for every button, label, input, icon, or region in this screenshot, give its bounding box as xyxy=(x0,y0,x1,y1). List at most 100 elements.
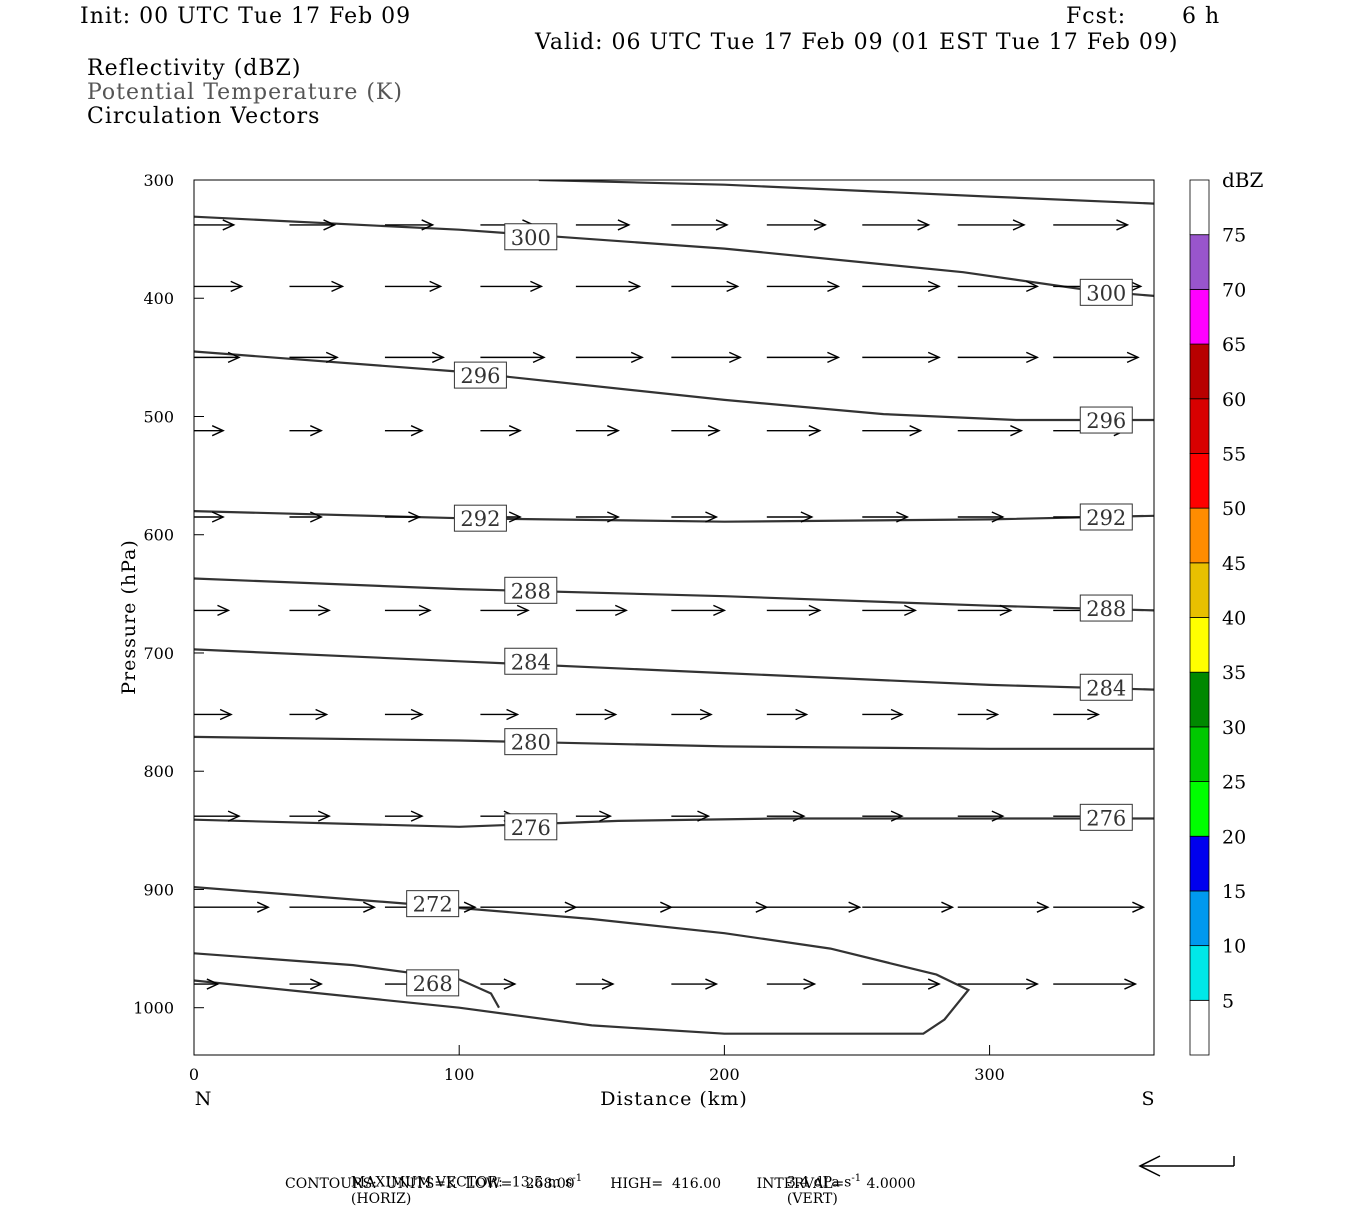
vector-arrow-4-7 xyxy=(862,511,910,523)
y-axis-title: Pressure (hPa) xyxy=(118,539,140,695)
colorbar-swatch-14 xyxy=(1189,234,1210,290)
vector-arrow-3-6 xyxy=(766,425,822,437)
vector-arrow-6-8 xyxy=(957,708,1000,721)
y-tick-label-500: 500 xyxy=(143,407,174,426)
contour-276-7 xyxy=(194,817,1154,828)
vector-arrow-5-1 xyxy=(289,604,331,617)
colorbar-level-70: 70 xyxy=(1222,279,1246,301)
colorbar-swatch-9 xyxy=(1189,507,1210,564)
vector-arrow-3-7 xyxy=(862,425,923,437)
vector-arrow-3-4 xyxy=(575,425,621,437)
x-tick-label-0: 0 xyxy=(189,1065,199,1084)
vector-arrow-9-8 xyxy=(957,978,1040,990)
colorbar-level-40: 40 xyxy=(1222,608,1246,630)
colorbar-swatch-3 xyxy=(1189,835,1210,892)
vector-arrow-0-1 xyxy=(289,219,337,231)
contour-label-box-13 xyxy=(406,890,460,918)
colorbar-level-45: 45 xyxy=(1222,553,1246,575)
y-tick-label-900: 900 xyxy=(143,880,174,899)
vector-arrow-5-2 xyxy=(384,604,432,617)
vector-arrow-7-5 xyxy=(671,810,711,822)
y-tick-label-800: 800 xyxy=(143,762,174,781)
vector-arrow-7-1 xyxy=(289,810,331,822)
vector-arrow-9-5 xyxy=(671,978,719,990)
vector-arrow-8-1 xyxy=(289,901,377,913)
contour-label-2: 296 xyxy=(460,364,500,388)
colorbar-level-65: 65 xyxy=(1222,334,1246,356)
max-vector-exponent: -1 xyxy=(572,1173,583,1184)
contour-272-8 xyxy=(194,886,971,1035)
y-tick-label-1000: 1000 xyxy=(133,999,174,1018)
vertical-vector-exponent: -1 xyxy=(851,1173,862,1184)
vector-arrow-2-1 xyxy=(289,351,339,364)
contour-label-1: 300 xyxy=(1086,281,1126,305)
colorbar-swatch-6 xyxy=(1189,671,1210,728)
vector-arrow-6-6 xyxy=(766,708,809,721)
reference-vector-icon xyxy=(1138,1155,1235,1177)
x-end-left-label: N xyxy=(195,1088,212,1110)
vertical-vector-tail: (VERT) xyxy=(786,1190,838,1207)
y-tick-label-400: 400 xyxy=(143,289,174,308)
y-tick-label-300: 300 xyxy=(143,171,174,190)
vector-arrow-1-3 xyxy=(480,280,544,293)
contour-label-box-7 xyxy=(1079,594,1133,622)
vector-layer xyxy=(194,219,1146,990)
y-tick-label-700: 700 xyxy=(143,644,174,663)
x-tick-label-100: 100 xyxy=(444,1065,475,1084)
colorbar-swatch-13 xyxy=(1189,288,1210,345)
contour-label-14: 268 xyxy=(413,972,453,996)
contour-label-box-5 xyxy=(1079,503,1133,531)
vector-arrow-3-0 xyxy=(194,425,225,437)
vertical-vector-value: 3.4 dPa s xyxy=(786,1174,852,1191)
contour-label-9: 284 xyxy=(1086,676,1126,700)
contour-layer xyxy=(194,180,1154,1035)
field-circulation-vectors: Circulation Vectors xyxy=(87,104,321,129)
x-axis-title: Distance (km) xyxy=(600,1088,748,1110)
vector-arrow-9-9 xyxy=(1053,978,1138,990)
vector-arrow-5-5 xyxy=(671,604,727,617)
colorbar-swatch-1 xyxy=(1189,945,1210,1001)
vector-arrow-2-6 xyxy=(766,351,841,364)
vector-arrow-3-1 xyxy=(289,425,323,437)
colorbar-swatch-10 xyxy=(1189,453,1210,509)
contour-296-2 xyxy=(194,350,1154,422)
vector-arrow-1-7 xyxy=(862,280,941,293)
vector-arrow-7-2 xyxy=(384,810,424,822)
vector-arrow-1-0 xyxy=(194,280,244,293)
contour-label-8: 284 xyxy=(511,650,551,674)
vector-arrow-8-4 xyxy=(575,901,674,913)
contour-292-3 xyxy=(194,510,1154,523)
vector-arrow-6-4 xyxy=(575,708,618,721)
contour-label-box-8 xyxy=(504,647,558,675)
vector-arrow-7-8 xyxy=(957,810,1005,822)
contour-label-box-1 xyxy=(1079,278,1133,306)
init-time: Init: 00 UTC Tue 17 Feb 09 xyxy=(80,4,412,29)
colorbar-level-5: 5 xyxy=(1222,990,1234,1012)
vector-arrow-7-6 xyxy=(766,810,806,822)
vector-arrow-8-7 xyxy=(862,901,955,913)
vector-arrow-6-5 xyxy=(671,708,713,721)
vector-arrow-6-9 xyxy=(1053,708,1101,721)
max-vector-horiz: (HORIZ) xyxy=(350,1190,412,1207)
contour-label-3: 296 xyxy=(1086,409,1126,433)
vector-arrow-2-0 xyxy=(194,351,241,364)
colorbar-swatch-4 xyxy=(1189,781,1210,837)
colorbar-swatch-11 xyxy=(1189,398,1210,454)
colorbar-level-25: 25 xyxy=(1222,772,1246,794)
vector-arrow-6-3 xyxy=(480,708,520,721)
contour-label-box-12 xyxy=(1079,803,1133,831)
contour-280-6 xyxy=(194,735,1154,750)
vector-arrow-4-6 xyxy=(766,511,814,523)
contour-288-4 xyxy=(194,577,1154,612)
contour-label-box-3 xyxy=(1079,406,1133,434)
vector-arrow-2-5 xyxy=(671,351,742,364)
vector-arrow-6-2 xyxy=(384,708,424,721)
vector-arrow-5-6 xyxy=(766,604,822,617)
colorbar: 5 10 15 20 25 30 35 40 45 50 55 60 65 70 75 xyxy=(1189,179,1246,1056)
colorbar-level-55: 55 xyxy=(1222,443,1246,465)
vector-arrow-5-8 xyxy=(957,604,1013,617)
contour-label-7: 288 xyxy=(1086,597,1126,621)
vector-arrow-5-4 xyxy=(575,604,628,617)
vector-arrow-0-6 xyxy=(766,219,827,231)
